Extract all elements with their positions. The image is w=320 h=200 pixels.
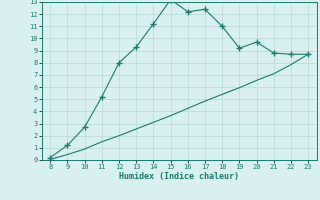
X-axis label: Humidex (Indice chaleur): Humidex (Indice chaleur) xyxy=(119,172,239,181)
